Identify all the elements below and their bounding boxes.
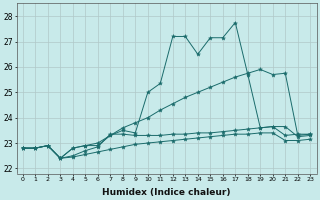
X-axis label: Humidex (Indice chaleur): Humidex (Indice chaleur) xyxy=(102,188,231,197)
